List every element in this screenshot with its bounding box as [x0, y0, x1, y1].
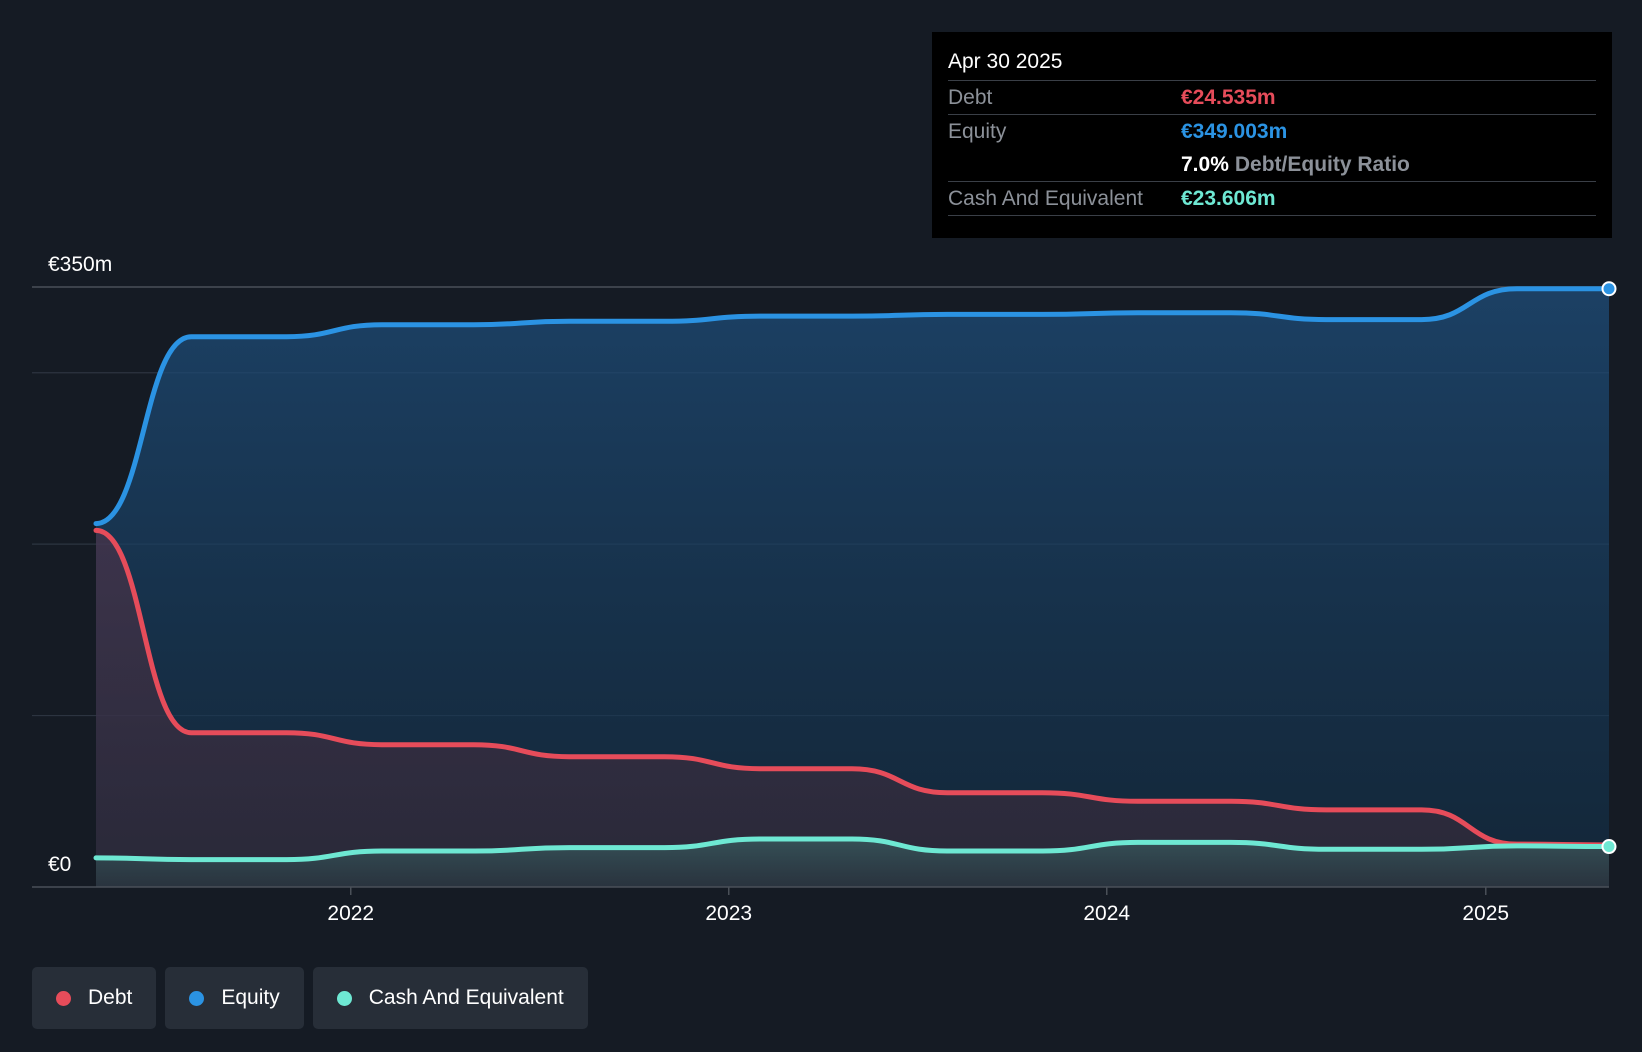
- tooltip-debt-row: Debt €24.535m: [948, 80, 1596, 114]
- tooltip-equity-label: Equity: [948, 119, 1007, 143]
- tooltip-ratio-value: 7.0%: [1181, 152, 1229, 176]
- equity-line: [93, 286, 1612, 527]
- equity-dot-icon: [189, 990, 205, 1006]
- debt-dot-icon: [56, 990, 71, 1006]
- cash-and-equivalent-line: [93, 836, 1612, 863]
- tooltip-cash-row: Cash And Equivalent €23.606m: [948, 181, 1596, 216]
- legend-label-debt: Debt: [88, 986, 133, 1009]
- tooltip-debt-label: Debt: [948, 85, 993, 109]
- equity-end-marker: [1601, 281, 1617, 297]
- tooltip-ratio-row: 7.0% Debt/Equity Ratio: [948, 148, 1596, 181]
- area-fills: [96, 288, 1609, 888]
- tooltip-date: Apr 30 2025: [948, 50, 1063, 73]
- tooltip-debt-value: €24.535m: [1181, 85, 1276, 109]
- legend-item-cash[interactable]: Cash And Equivalent: [312, 967, 588, 1029]
- y-tick-label-zero: €0: [48, 853, 71, 876]
- tooltip-equity-row: Equity €349.003m: [948, 114, 1596, 148]
- series-lines: [93, 281, 1617, 863]
- cash-and-equivalent-end-marker: [1601, 839, 1617, 855]
- legend-item-debt[interactable]: Debt: [32, 967, 157, 1029]
- y-tick-label-max: €350m: [48, 253, 112, 276]
- legend-label-equity: Equity: [221, 986, 280, 1009]
- tooltip-equity-value: €349.003m: [1181, 119, 1288, 143]
- x-tick-label: 2022: [327, 902, 374, 925]
- x-tick-label: 2023: [705, 902, 752, 925]
- tooltip-cash-label: Cash And Equivalent: [948, 186, 1143, 210]
- tooltip-ratio-label: Debt/Equity Ratio: [1234, 152, 1410, 176]
- x-tick-label: 2024: [1083, 902, 1130, 925]
- debt-area: [96, 530, 1609, 887]
- tooltip-cash-value: €23.606m: [1181, 186, 1276, 210]
- tooltip: Apr 30 2025 Debt €24.535m Equity €349.00…: [932, 32, 1612, 238]
- legend-label-cash: Cash And Equivalent: [368, 986, 564, 1009]
- cash-dot-icon: [336, 990, 352, 1006]
- legend-item-equity[interactable]: Equity: [165, 967, 304, 1029]
- x-tick-label: 2025: [1462, 902, 1509, 925]
- equity-area: [96, 288, 1609, 888]
- debt-line: [93, 527, 1612, 848]
- axis: 2022 2023 2024 2025 €0 €350m: [32, 253, 1609, 925]
- legend: Debt Equity Cash And Equivalent: [32, 967, 588, 1029]
